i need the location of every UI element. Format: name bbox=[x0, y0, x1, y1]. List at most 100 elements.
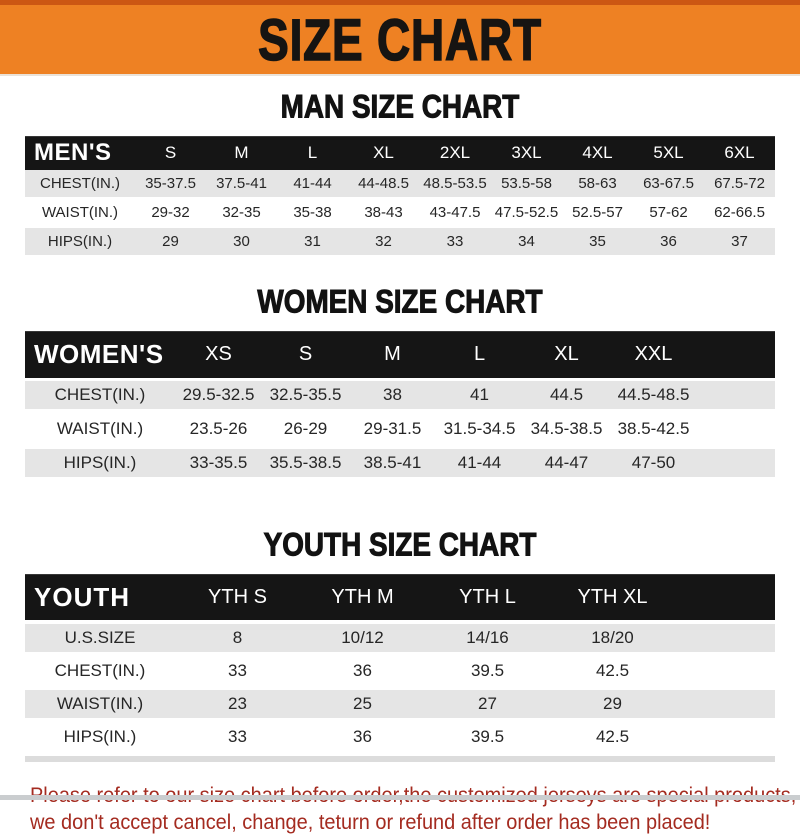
women-table-header-row: WOMEN'S XS S M L XL XXL bbox=[25, 331, 775, 378]
youth-section-heading: YOUTH SIZE CHART bbox=[263, 526, 537, 564]
women-table-corner-label: WOMEN'S bbox=[25, 331, 175, 378]
size-cell: 44.5-48.5 bbox=[610, 378, 697, 415]
size-cell: 38-43 bbox=[348, 199, 419, 228]
size-cell: 44-48.5 bbox=[348, 170, 419, 199]
size-cell: 63-67.5 bbox=[633, 170, 704, 199]
men-col-header-m: M bbox=[206, 136, 277, 170]
youth-waist-row: WAIST(IN.) 23 25 27 29 bbox=[25, 690, 775, 723]
size-cell: 38.5-42.5 bbox=[610, 415, 697, 449]
size-cell: 29-32 bbox=[135, 199, 206, 228]
size-cell: 29 bbox=[135, 228, 206, 257]
size-cell: 29 bbox=[550, 690, 675, 723]
men-hips-row-label: HIPS(IN.) bbox=[25, 228, 135, 257]
youth-section: YOUTH SIZE CHART YOUTH YTH S YTH M YTH L… bbox=[0, 526, 800, 762]
row-filler bbox=[675, 723, 775, 756]
row-filler bbox=[697, 415, 775, 449]
size-cell: 41-44 bbox=[277, 170, 348, 199]
youth-col-header-xl: YTH XL bbox=[550, 574, 675, 620]
men-hips-row: HIPS(IN.) 29 30 31 32 33 34 35 36 37 bbox=[25, 228, 775, 257]
size-cell: 33-35.5 bbox=[175, 449, 262, 483]
size-cell: 36 bbox=[300, 723, 425, 756]
size-cell: 38.5-41 bbox=[349, 449, 436, 483]
women-col-header-l: L bbox=[436, 331, 523, 378]
youth-header-filler bbox=[675, 574, 775, 620]
men-size-table: MEN'S S M L XL 2XL 3XL 4XL 5XL 6XL CHEST… bbox=[25, 136, 775, 257]
size-cell: 67.5-72 bbox=[704, 170, 775, 199]
men-section: MAN SIZE CHART MEN'S S M L XL 2XL 3XL 4X… bbox=[0, 88, 800, 257]
size-cell: 39.5 bbox=[425, 723, 550, 756]
women-col-header-xl: XL bbox=[523, 331, 610, 378]
row-filler bbox=[697, 449, 775, 483]
size-cell: 44.5 bbox=[523, 378, 610, 415]
size-cell: 29.5-32.5 bbox=[175, 378, 262, 415]
size-cell: 29-31.5 bbox=[349, 415, 436, 449]
size-cell: 42.5 bbox=[550, 723, 675, 756]
youth-col-header-l: YTH L bbox=[425, 574, 550, 620]
size-cell: 35-37.5 bbox=[135, 170, 206, 199]
banner-title: SIZE CHART bbox=[258, 6, 542, 73]
women-col-header-xs: XS bbox=[175, 331, 262, 378]
size-cell: 36 bbox=[633, 228, 704, 257]
size-cell: 31.5-34.5 bbox=[436, 415, 523, 449]
men-chest-row: CHEST(IN.) 35-37.5 37.5-41 41-44 44-48.5… bbox=[25, 170, 775, 199]
women-col-header-s: S bbox=[262, 331, 349, 378]
bottom-strip bbox=[0, 795, 800, 800]
women-chest-row-label: CHEST(IN.) bbox=[25, 378, 175, 415]
youth-table-header-row: YOUTH YTH S YTH M YTH L YTH XL bbox=[25, 574, 775, 620]
size-cell: 42.5 bbox=[550, 657, 675, 690]
size-cell: 27 bbox=[425, 690, 550, 723]
men-col-header-5xl: 5XL bbox=[633, 136, 704, 170]
size-cell: 39.5 bbox=[425, 657, 550, 690]
size-cell: 23.5-26 bbox=[175, 415, 262, 449]
size-cell: 18/20 bbox=[550, 620, 675, 657]
size-cell: 48.5-53.5 bbox=[419, 170, 491, 199]
men-waist-row: WAIST(IN.) 29-32 32-35 35-38 38-43 43-47… bbox=[25, 199, 775, 228]
women-waist-row: WAIST(IN.) 23.5-26 26-29 29-31.5 31.5-34… bbox=[25, 415, 775, 449]
women-waist-row-label: WAIST(IN.) bbox=[25, 415, 175, 449]
size-cell: 35 bbox=[562, 228, 633, 257]
women-section: WOMEN SIZE CHART WOMEN'S XS S M L XL XXL… bbox=[0, 283, 800, 483]
size-cell: 31 bbox=[277, 228, 348, 257]
youth-hips-row: HIPS(IN.) 33 36 39.5 42.5 bbox=[25, 723, 775, 756]
women-col-header-m: M bbox=[349, 331, 436, 378]
size-cell: 33 bbox=[175, 723, 300, 756]
size-cell: 33 bbox=[419, 228, 491, 257]
youth-ussize-row-label: U.S.SIZE bbox=[25, 620, 175, 657]
size-cell: 53.5-58 bbox=[491, 170, 562, 199]
youth-col-header-s: YTH S bbox=[175, 574, 300, 620]
size-cell: 62-66.5 bbox=[704, 199, 775, 228]
size-cell: 32-35 bbox=[206, 199, 277, 228]
youth-col-header-m: YTH M bbox=[300, 574, 425, 620]
men-chest-row-label: CHEST(IN.) bbox=[25, 170, 135, 199]
men-col-header-s: S bbox=[135, 136, 206, 170]
youth-size-table: YOUTH YTH S YTH M YTH L YTH XL U.S.SIZE … bbox=[25, 574, 775, 756]
size-chart-banner: SIZE CHART bbox=[0, 0, 800, 76]
size-cell: 41 bbox=[436, 378, 523, 415]
youth-hips-row-label: HIPS(IN.) bbox=[25, 723, 175, 756]
youth-table-bottom-rule bbox=[25, 756, 775, 762]
size-cell: 14/16 bbox=[425, 620, 550, 657]
size-cell: 32.5-35.5 bbox=[262, 378, 349, 415]
row-filler bbox=[675, 620, 775, 657]
size-cell: 34.5-38.5 bbox=[523, 415, 610, 449]
size-cell: 32 bbox=[348, 228, 419, 257]
size-cell: 35.5-38.5 bbox=[262, 449, 349, 483]
size-cell: 41-44 bbox=[436, 449, 523, 483]
men-col-header-xl: XL bbox=[348, 136, 419, 170]
size-cell: 10/12 bbox=[300, 620, 425, 657]
youth-chest-row-label: CHEST(IN.) bbox=[25, 657, 175, 690]
youth-ussize-row: U.S.SIZE 8 10/12 14/16 18/20 bbox=[25, 620, 775, 657]
size-cell: 52.5-57 bbox=[562, 199, 633, 228]
row-filler bbox=[675, 690, 775, 723]
size-cell: 58-63 bbox=[562, 170, 633, 199]
men-table-corner-label: MEN'S bbox=[25, 136, 135, 170]
size-cell: 25 bbox=[300, 690, 425, 723]
size-cell: 8 bbox=[175, 620, 300, 657]
youth-chest-row: CHEST(IN.) 33 36 39.5 42.5 bbox=[25, 657, 775, 690]
size-cell: 33 bbox=[175, 657, 300, 690]
men-waist-row-label: WAIST(IN.) bbox=[25, 199, 135, 228]
men-section-heading: MAN SIZE CHART bbox=[280, 88, 520, 126]
size-cell: 37.5-41 bbox=[206, 170, 277, 199]
men-col-header-4xl: 4XL bbox=[562, 136, 633, 170]
size-cell: 30 bbox=[206, 228, 277, 257]
